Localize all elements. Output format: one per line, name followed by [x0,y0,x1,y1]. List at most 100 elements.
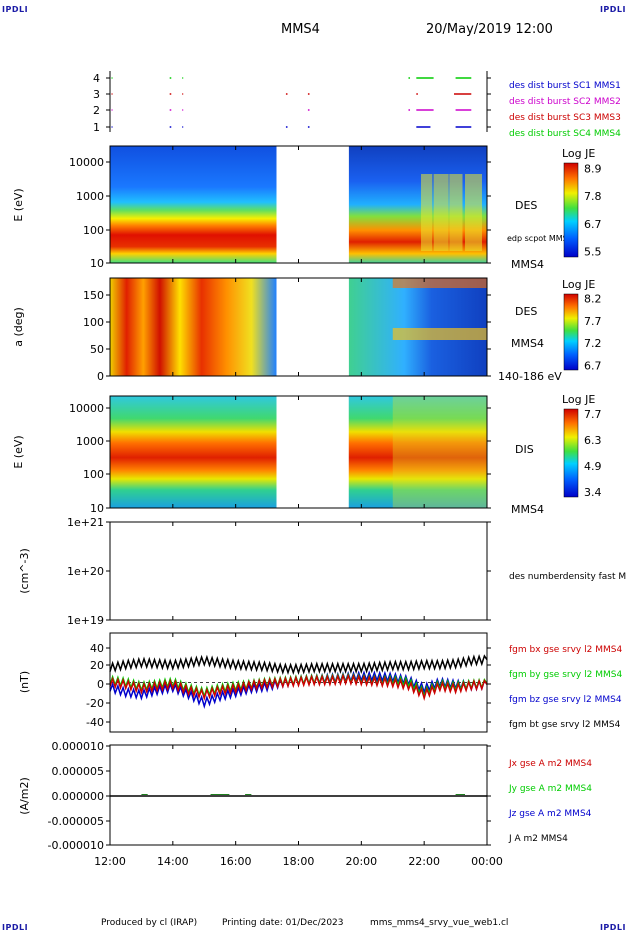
panel-frame [109,744,488,846]
y-tick-label: 0.000005 [52,765,105,778]
colorbar-tick-label: 3.4 [584,486,602,499]
spectrogram-patch [392,328,487,340]
legend-entry: fgm bt gse srvy l2 MMS4 [509,720,621,730]
y-tick-label: 0 [97,370,104,383]
y-tick-label: 10 [90,502,104,515]
data-gap [276,396,349,508]
panel-label: DES [515,305,537,318]
spectrogram [110,146,277,263]
colorbar-title: Log JE [562,147,595,160]
y-tick-label: 0.000010 [52,740,105,753]
y-tick-label: -0.000010 [48,839,104,852]
legend-entry: fgm bz gse srvy l2 MMS4 [509,695,622,705]
x-tick-label: 12:00 [94,855,126,868]
footer-file: mms_mms4_srvy_vue_web1.cl [370,918,509,928]
legend-entry: Jy gse A m2 MMS4 [508,784,592,794]
legend-entry: J A m2 MMS4 [508,834,568,844]
colorbar-tick-label: 6.7 [584,360,602,373]
x-tick-label: 16:00 [220,855,252,868]
panel-label: MMS4 [511,503,544,516]
panel-label: 140-186 eV [498,370,562,383]
panel-label: DIS [515,443,534,456]
spectrogram [110,278,277,376]
panel-frame [109,521,488,621]
spectrogram-patch [392,278,487,288]
x-tick-label: 00:00 [471,855,503,868]
colorbar [563,293,579,371]
colorbar-tick-label: 8.9 [584,163,602,176]
spectrogram-patch [421,174,433,251]
x-tick-label: 14:00 [157,855,189,868]
data-gap [276,146,349,263]
colorbar-title: Log JE [562,393,595,406]
series-line [109,673,488,702]
spectrogram [348,146,487,263]
spacecraft-title: MMS4 [281,22,320,37]
legend-entry: fgm by gse srvy l2 MMS4 [509,670,622,680]
y-axis-label: a (deg) [12,307,25,347]
corner-label: IPDLI [2,5,29,14]
y-tick-label: 20 [90,659,104,672]
y-axis-label: E (eV) [12,188,25,221]
date-title: 20/May/2019 12:00 [426,22,553,37]
corner-label: IPDLI [599,5,626,14]
y-tick-label: 1e+21 [67,516,104,529]
colorbar-tick-label: 7.2 [584,337,602,350]
spectrogram-patch [433,174,449,251]
y-tick-label: 100 [83,224,104,237]
y-tick-label: 3 [93,88,100,101]
y-tick-label: 100 [83,316,104,329]
colorbar-tick-label: 8.2 [584,292,602,305]
x-tick-label: 22:00 [408,855,440,868]
colorbar-tick-label: 5.5 [584,245,602,258]
y-tick-label: 1000 [76,190,104,203]
y-tick-label: 40 [90,642,104,655]
legend-entry: des dist burst SC2 MMS2 [509,97,621,107]
legend-entry: Jz gse A m2 MMS4 [508,809,592,819]
spectrogram [348,278,487,376]
colorbar [563,408,579,498]
panel-label: MMS4 [511,337,544,350]
spectrogram-patch [465,174,482,251]
colorbar-tick-label: 7.8 [584,190,602,203]
panel-label: MMS4 [511,258,544,271]
y-tick-label: 10000 [69,156,104,169]
y-tick-label: 1e+19 [67,614,104,627]
corner-label: IPDLI [599,923,626,932]
y-tick-label: 10 [90,257,104,270]
y-axis-label: E (eV) [12,435,25,468]
y-axis-label: (A/m2) [18,777,31,815]
y-tick-label: -20 [86,697,104,710]
panel-label: DES [515,199,537,212]
y-tick-label: -0.000005 [48,815,104,828]
y-tick-label: -40 [86,716,104,729]
y-tick-label: 50 [90,343,104,356]
y-tick-label: 10000 [69,402,104,415]
legend-entry: des dist burst SC4 MMS4 [509,129,621,139]
colorbar-tick-label: 7.7 [584,408,602,421]
footer-printing: Printing date: 01/Dec/2023 [222,918,344,928]
colorbar-tick-label: 6.7 [584,218,602,231]
legend-entry: fgm bx gse srvy l2 MMS4 [509,645,622,655]
y-tick-label: 1e+20 [67,565,104,578]
colorbar [563,162,579,258]
panel-label: edp scpot MMS4 [507,234,573,243]
legend-entry: des numberdensity fast M [509,572,626,582]
colorbar-tick-label: 4.9 [584,460,602,473]
x-tick-label: 18:00 [283,855,315,868]
y-tick-label: 1000 [76,435,104,448]
spectrogram-patch [449,174,463,251]
y-tick-label: 4 [93,72,100,85]
x-tick-label: 20:00 [345,855,377,868]
y-tick-label: 1 [93,121,100,134]
colorbar-tick-label: 7.7 [584,315,602,328]
colorbar-title: Log JE [562,278,595,291]
y-axis-label: (cm^-3) [18,548,31,594]
y-tick-label: 150 [83,289,104,302]
y-axis-label: (nT) [18,671,31,693]
footer-produced: Produced by cl (IRAP) [101,918,198,928]
legend-entry: des dist burst SC3 MMS3 [509,113,621,123]
legend-entry: Jx gse A m2 MMS4 [508,759,592,769]
y-tick-label: 2 [93,104,100,117]
